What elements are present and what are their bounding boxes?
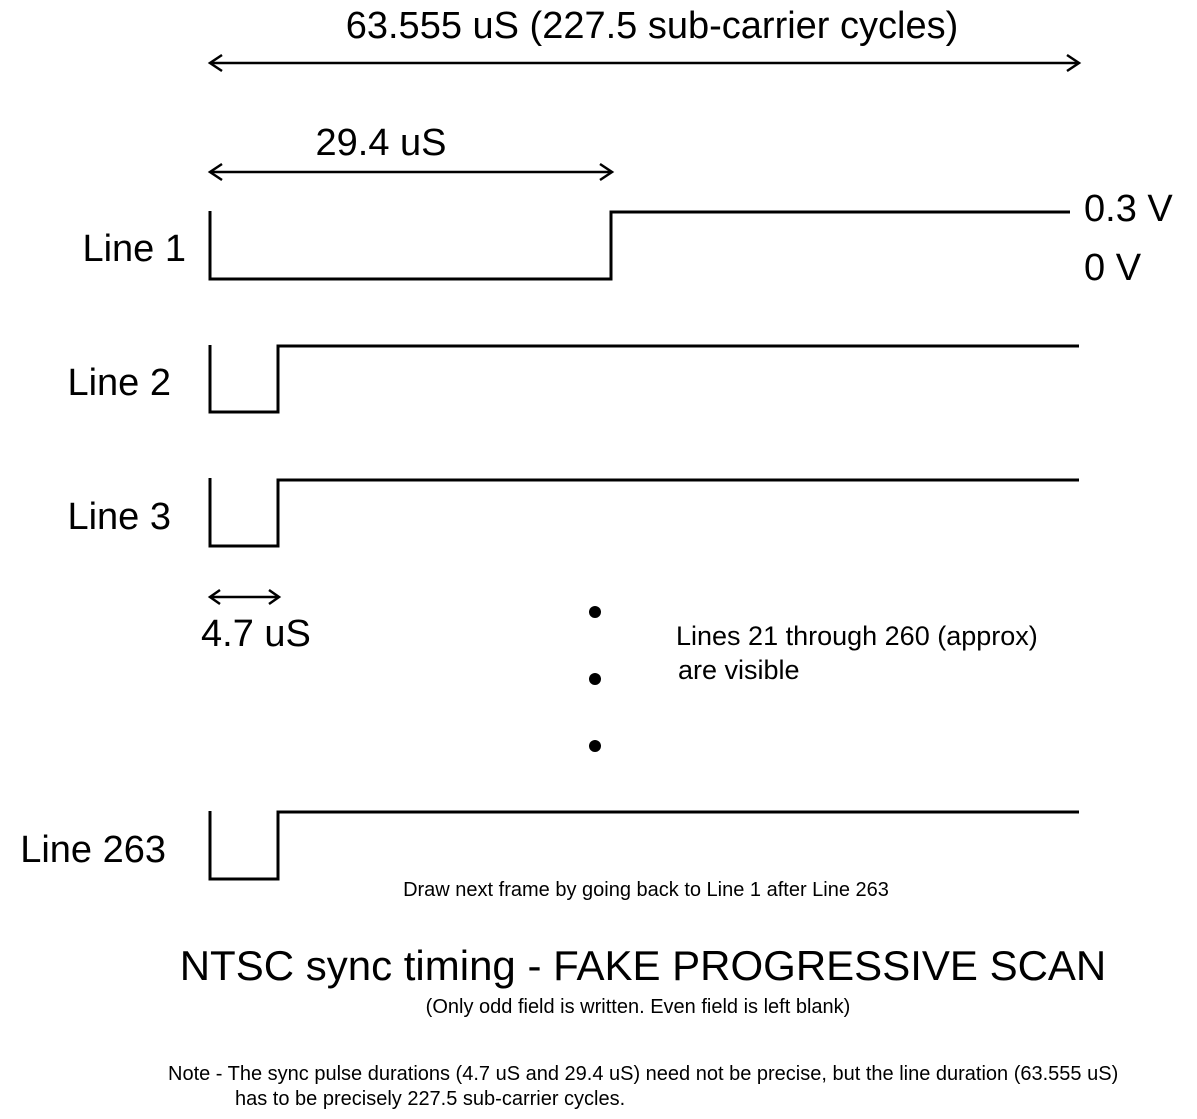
short-sync-arrow xyxy=(207,588,282,606)
long-sync-label: 29.4 uS xyxy=(316,122,447,164)
diagram-subtitle: (Only odd field is written. Even field i… xyxy=(426,996,851,1018)
line-label-2: Line 2 xyxy=(67,362,171,404)
next-frame-note: Draw next frame by going back to Line 1 … xyxy=(403,879,889,901)
footnote-line-1: Note - The sync pulse durations (4.7 uS … xyxy=(168,1063,1118,1085)
short-sync-label: 4.7 uS xyxy=(201,613,311,655)
line-3-waveform xyxy=(208,478,1079,548)
long-sync-arrow xyxy=(207,162,615,182)
low-level-label: 0 V xyxy=(1084,247,1142,289)
line-1-waveform xyxy=(208,210,1070,281)
line-period-arrow xyxy=(207,53,1082,73)
ellipsis-dot xyxy=(589,606,601,618)
high-level-label: 0.3 V xyxy=(1084,188,1173,230)
line-label-263: Line 263 xyxy=(20,829,166,871)
line-period-label: 63.555 uS (227.5 sub-carrier cycles) xyxy=(346,5,959,47)
diagram-title: NTSC sync timing - FAKE PROGRESSIVE SCAN xyxy=(180,942,1107,989)
line-2-waveform xyxy=(208,344,1079,414)
line-label-3: Line 3 xyxy=(67,496,171,538)
ellipsis-dot xyxy=(589,740,601,752)
line-label-1: Line 1 xyxy=(82,228,186,270)
visible-note-line-2: are visible xyxy=(678,655,800,685)
ellipsis-dot xyxy=(589,673,601,685)
line-263-waveform xyxy=(208,810,1079,881)
visible-note-line-1: Lines 21 through 260 (approx) xyxy=(676,621,1038,651)
footnote-line-2: has to be precisely 227.5 sub-carrier cy… xyxy=(235,1088,625,1110)
